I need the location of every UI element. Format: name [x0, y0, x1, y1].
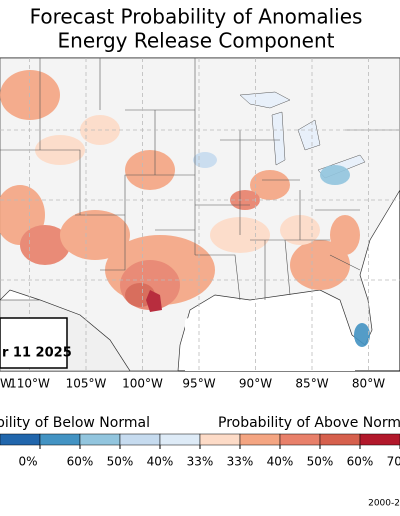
colorbar-tick-label: 33% [187, 455, 214, 469]
date-label: r 11 2025 [2, 346, 72, 361]
colorbar-tick-label: 60% [67, 455, 94, 469]
lon-label: W [0, 377, 12, 391]
anomaly-shading [0, 70, 370, 347]
colorbar-segment [39, 433, 81, 446]
colorbar-tick-label: 40% [267, 455, 294, 469]
colorbar-segment [119, 433, 161, 446]
gulf [185, 300, 355, 371]
colorbar-segment [159, 433, 201, 446]
colorbar-segment [199, 433, 241, 446]
lon-label: 85°W [295, 377, 328, 391]
date-box [0, 317, 68, 369]
colorbar-segment [0, 433, 41, 446]
lon-label: 80°W [352, 377, 385, 391]
lake [239, 91, 291, 109]
lon-label: 95°W [182, 377, 215, 391]
legend-below-title: bility of Below Normal [0, 415, 150, 431]
footer: 2000-2 [368, 499, 400, 509]
colorbar-segment [319, 433, 361, 446]
colorbar-segment [359, 433, 400, 446]
colorbar-tick-label: 33% [227, 455, 254, 469]
legend-above-title: Probability of Above Norm [218, 415, 400, 431]
colorbar-segment [79, 433, 121, 446]
colorbar-segment [279, 433, 321, 446]
lon-label: 110°W [9, 377, 50, 391]
colorbar-tick-label: 40% [147, 455, 174, 469]
colorbar-tick-label: 50% [107, 455, 134, 469]
colorbar-segment [239, 433, 281, 446]
colorbar-tick-label: 60% [347, 455, 374, 469]
lake [297, 119, 321, 151]
lake [271, 111, 286, 166]
lon-label: 105°W [66, 377, 107, 391]
lon-label: 90°W [239, 377, 272, 391]
colorbar-tick-label: 70% [387, 455, 400, 469]
map-area: r 11 2025 [0, 57, 400, 372]
lon-label: 100°W [122, 377, 163, 391]
colorbar-tick-label: 0% [18, 455, 37, 469]
title-line: Forecast Probability of Anomalies [30, 5, 363, 29]
colorbar-tick-label: 50% [307, 455, 334, 469]
title-line: Energy Release Component [58, 29, 335, 53]
